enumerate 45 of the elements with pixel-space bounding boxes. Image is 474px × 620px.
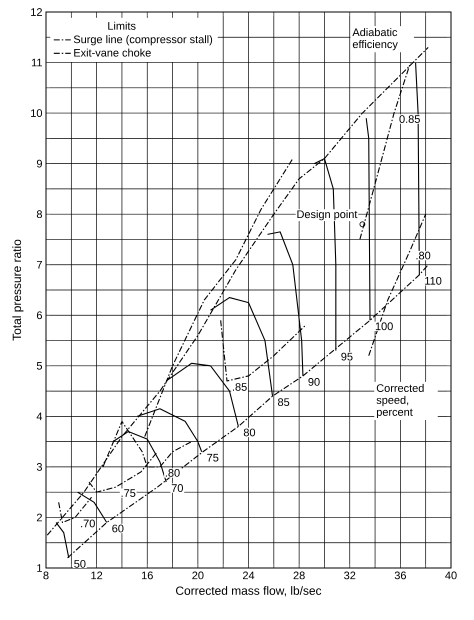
y-tick-label: 5 — [36, 362, 42, 370]
annotation: 90 — [308, 378, 320, 386]
annotation: 60 — [112, 524, 124, 532]
annotation: 75 — [207, 454, 218, 462]
legend-label: Exit-vane choke — [74, 48, 151, 57]
x-tick-label: 24 — [242, 572, 254, 580]
x-tick-label: 36 — [394, 572, 406, 580]
y-tick-label: 8 — [36, 210, 42, 218]
annotation: .80 — [416, 252, 430, 260]
annotation: 110 — [425, 276, 442, 285]
y-tick-label: 6 — [36, 311, 42, 320]
annotation: .85 — [232, 383, 247, 391]
y-tick-label: 4 — [36, 412, 42, 420]
x-tick-label: 12 — [91, 572, 102, 580]
annotation: .80 — [166, 469, 180, 477]
x-tick-label: 28 — [294, 572, 305, 580]
annotation: 80 — [244, 428, 256, 436]
x-tick-label: 40 — [445, 572, 457, 580]
y-tick-label: 7 — [36, 260, 42, 268]
x-axis-title: Corrected mass flow, lb/sec — [176, 586, 322, 596]
annotation: .70 — [81, 520, 95, 528]
x-tick-label: 20 — [192, 572, 204, 580]
annotation: 100 — [376, 322, 393, 330]
y-tick-label: 12 — [31, 8, 42, 16]
y-tick-label: 3 — [36, 463, 42, 471]
annotation: Adiabatic efficiency — [352, 28, 398, 50]
annotation: .75 — [122, 489, 136, 497]
x-tick-label: 32 — [344, 572, 356, 580]
annotation: 95 — [341, 352, 353, 361]
y-tick-label: 9 — [36, 160, 42, 168]
y-tick-label: 10 — [31, 109, 42, 117]
annotation: 50 — [74, 560, 86, 568]
y-tick-label: 2 — [36, 514, 42, 522]
y-axis-title: Total pressure ratio — [12, 240, 24, 341]
legend-label: Surge line (compressor stall) — [74, 35, 212, 46]
annotation: 85 — [278, 398, 290, 406]
x-tick-label: 8 — [43, 572, 49, 580]
annotation: 70 — [172, 484, 183, 492]
y-tick-label: 1 — [37, 564, 42, 572]
legend-title: Limits — [108, 22, 136, 30]
y-tick-label: 11 — [32, 58, 42, 66]
annotation: Corrected speed, percent — [376, 384, 424, 418]
x-tick-label: 16 — [142, 572, 153, 580]
annotation: 0.85 — [399, 115, 420, 123]
annotation: Design point — [297, 210, 358, 220]
